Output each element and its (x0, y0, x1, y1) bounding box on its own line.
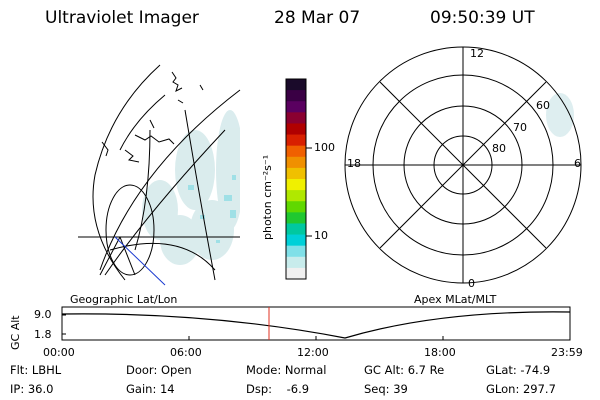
xtick-1800: 18:00 (424, 346, 456, 359)
colorbar-cell (286, 234, 306, 247)
xtick-0000: 00:00 (43, 346, 75, 359)
colorbar-cell (286, 101, 306, 113)
info-glon: GLon: 297.7 (486, 382, 556, 396)
altitude-ylabel: GC Alt (9, 315, 22, 350)
info-seq: Seq: 39 (364, 382, 408, 396)
colorbar-tick-10: 10 (314, 229, 328, 242)
colorbar-cell (286, 123, 306, 136)
colorbar (285, 78, 312, 280)
xtick-2359: 23:59 (551, 346, 583, 359)
mlt-label-0: 0 (468, 277, 475, 290)
polar-plot (344, 46, 582, 284)
colorbar-cell (286, 223, 306, 236)
geo-map-caption: Geographic Lat/Lon (70, 293, 178, 306)
auroral-speckle (78, 65, 240, 280)
mlt-label-6: 6 (574, 157, 581, 170)
colorbar-cell (286, 256, 306, 269)
mlt-label-12: 12 (470, 47, 484, 60)
info-gc-alt: GC Alt: 6.7 Re (364, 363, 445, 377)
colorbar-cell (286, 201, 306, 213)
colorbar-cell (286, 134, 306, 147)
date-label: 28 Mar 07 (274, 8, 361, 28)
colorbar-cell (286, 245, 306, 258)
colorbar-cell (286, 156, 306, 169)
xtick-0600: 06:00 (170, 346, 202, 359)
mlat-label-80: 80 (492, 142, 506, 155)
info-dsp: Dsp: -6.9 (246, 382, 310, 396)
mlt-label-18: 18 (347, 157, 361, 170)
colorbar-cell (286, 145, 306, 158)
info-filter: Flt: LBHL (10, 363, 62, 377)
colorbar-cell (286, 267, 306, 280)
colorbar-cell (286, 179, 306, 191)
instrument-title: Ultraviolet Imager (45, 8, 199, 28)
altitude-ytick-9: 9.0 (34, 308, 52, 321)
info-door: Door: Open (126, 363, 192, 377)
colorbar-tick-100: 100 (314, 141, 335, 154)
colorbar-unit-label: photon cm⁻²s⁻¹ (261, 154, 274, 240)
colorbar-cell (286, 112, 306, 124)
info-glat: GLat: -74.9 (486, 363, 551, 377)
mlat-label-60: 60 (536, 99, 550, 112)
info-mode: Mode: Normal (246, 363, 327, 377)
xtick-1200: 12:00 (297, 346, 329, 359)
polar-plot-caption: Apex MLat/MLT (414, 293, 497, 306)
colorbar-cell (286, 212, 306, 224)
colorbar-cell (286, 90, 306, 102)
geographic-map (78, 64, 241, 286)
time-label: 09:50:39 UT (430, 8, 535, 28)
info-gain: Gain: 14 (126, 382, 175, 396)
info-ip: IP: 36.0 (10, 382, 54, 396)
colorbar-cell (286, 79, 306, 91)
mlat-label-70: 70 (513, 121, 527, 134)
colorbar-cell (286, 190, 306, 202)
altitude-plot (61, 306, 571, 341)
altitude-ytick-1-8: 1.8 (34, 328, 52, 341)
colorbar-cell (286, 167, 306, 180)
